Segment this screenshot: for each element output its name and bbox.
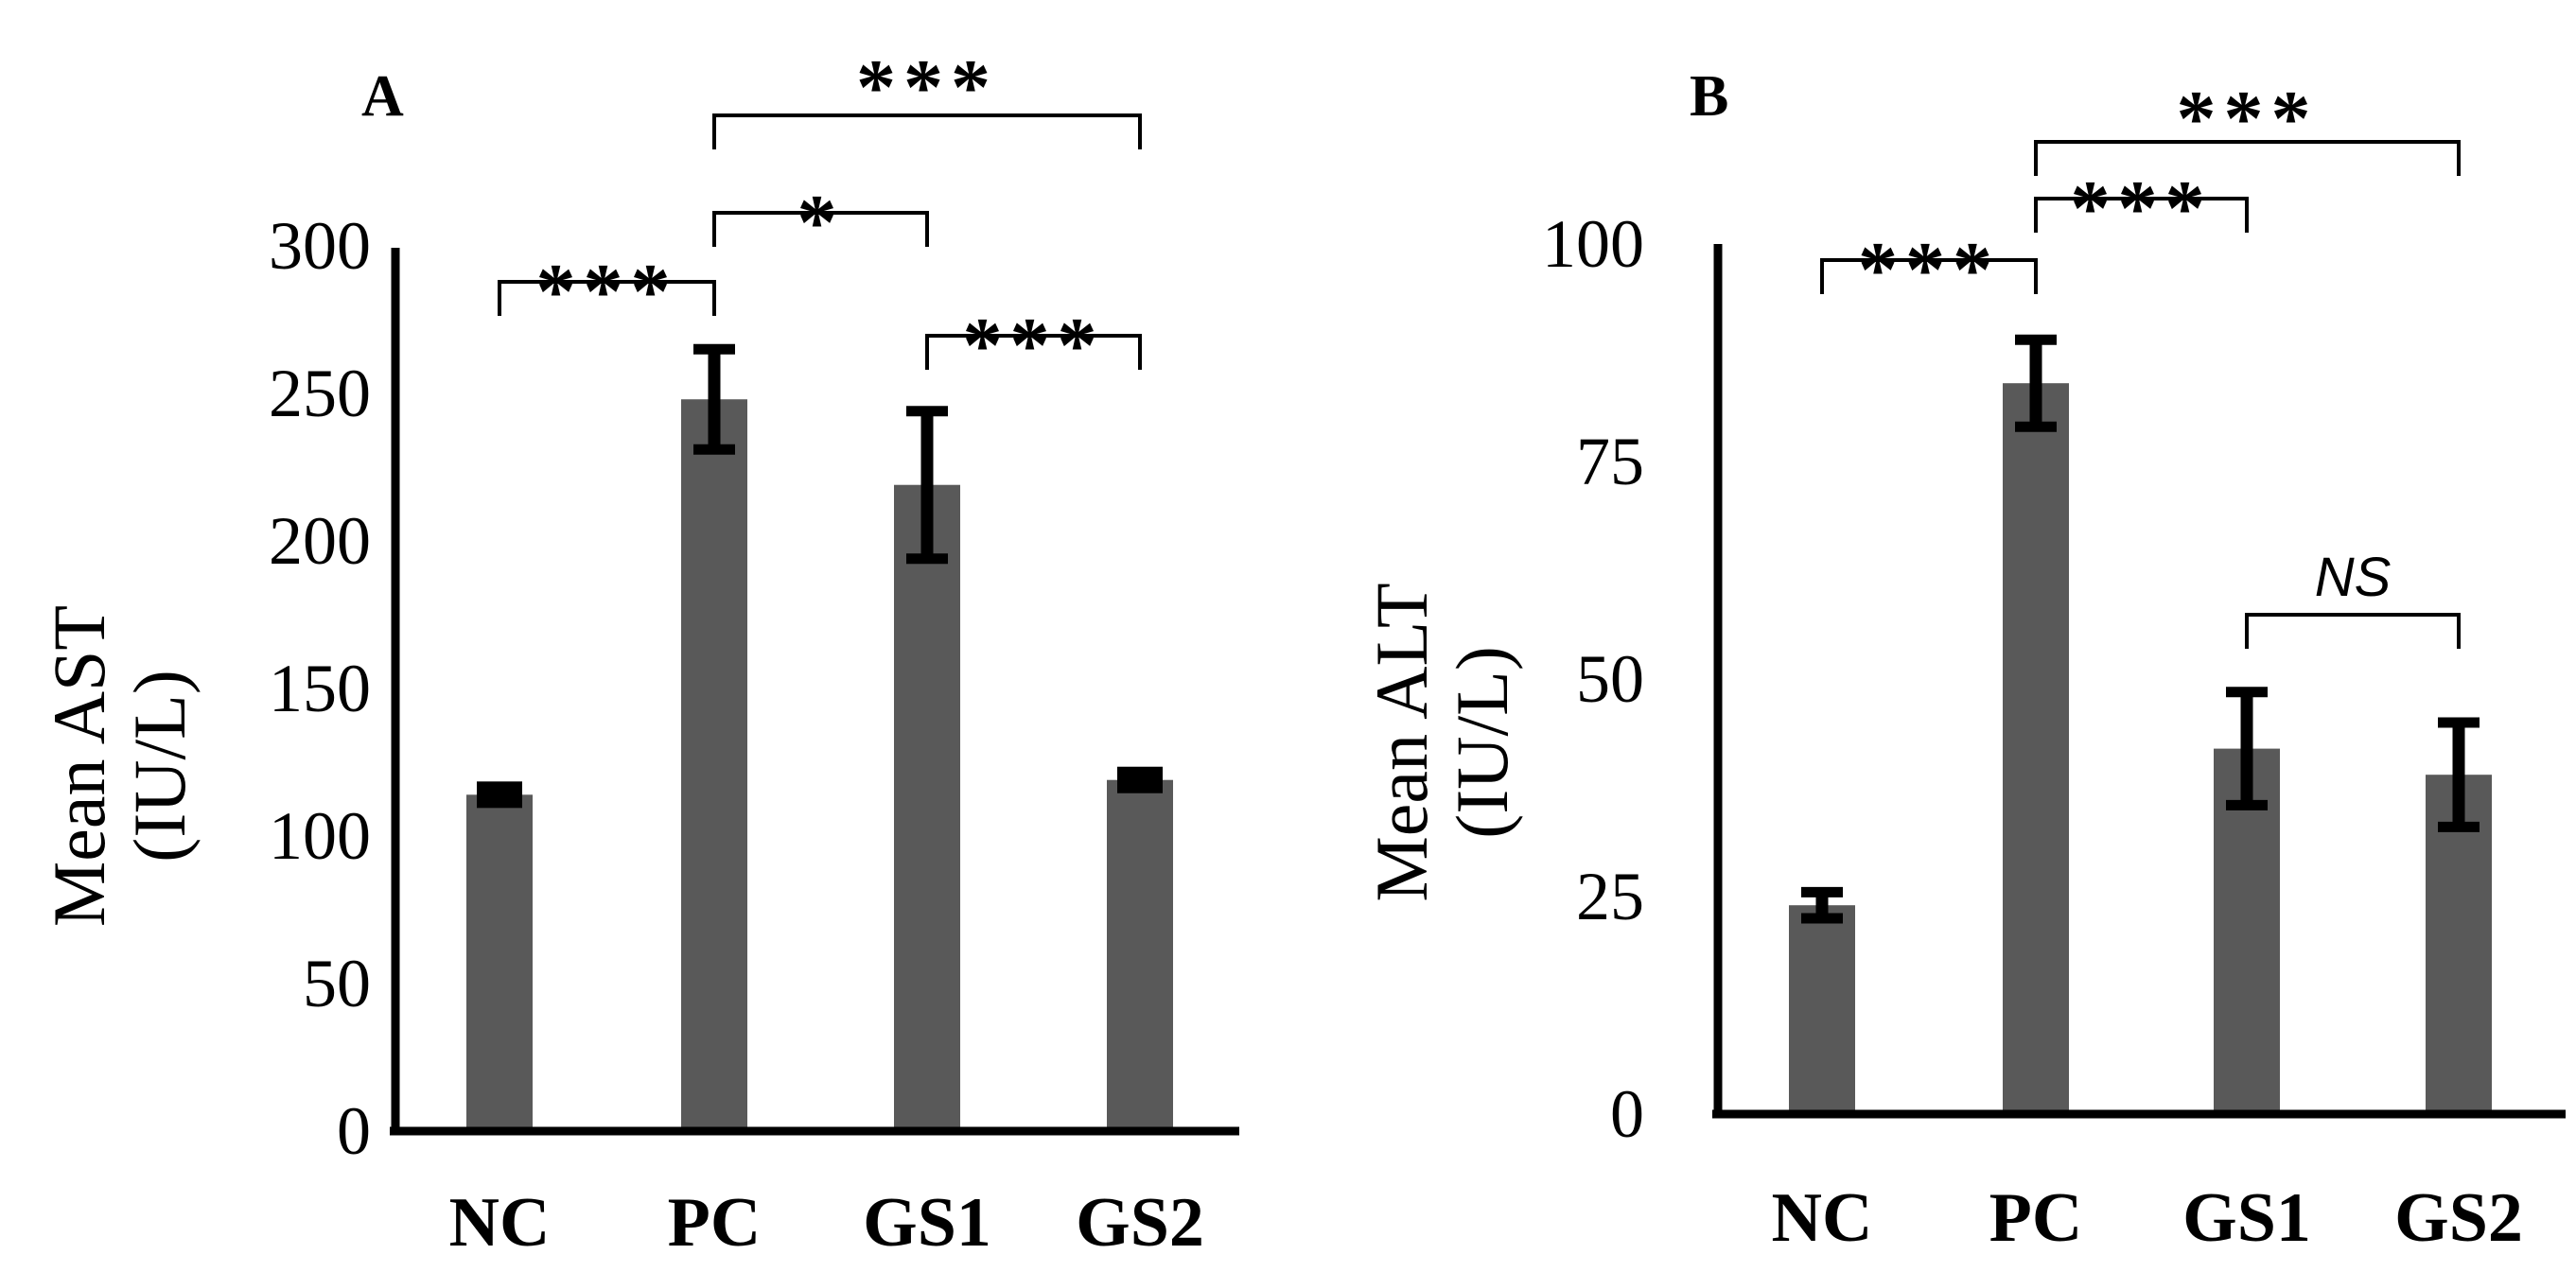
panel-a-comparison-bracket: *: [712, 179, 929, 267]
panel-a-bars: [466, 399, 1173, 1131]
panel-a-errorbar-nc: [477, 781, 522, 809]
panel-b-label: B: [1690, 64, 1728, 129]
panel-a-errorbars: [477, 343, 1163, 809]
panel-a-significance-label: *: [797, 179, 845, 267]
panel-b-category-gs1: GS1: [2182, 1179, 2311, 1257]
panel-a-label: A: [361, 64, 404, 129]
panel-a-bar-gs1: [894, 484, 960, 1131]
panel-b-ytick-label: 50: [1576, 641, 1644, 717]
panel-a-significance-label: ***: [963, 302, 1105, 390]
panel-a-bar-pc: [681, 399, 747, 1131]
panel-a-category-gs1: GS1: [863, 1184, 991, 1262]
panel-b-ytick-label: 0: [1610, 1076, 1644, 1152]
panel-a-errorbar-gs1: [906, 406, 948, 565]
panel-b-bar-pc: [2003, 383, 2069, 1114]
panel-b-comparison-bracket: ***: [2034, 75, 2461, 176]
panel-a-categories: NC PC GS1 GS2: [449, 1184, 1204, 1262]
panel-a-errorbar-pc: [693, 343, 735, 455]
panel-b-significance-label: NS: [2315, 547, 2392, 608]
panel-a-bar-gs2: [1107, 779, 1173, 1131]
panel-b-ytick-label: 75: [1576, 424, 1644, 499]
panel-b-yunit: (IU/L): [1441, 646, 1523, 839]
panel-a-errorbar-gs2: [1117, 766, 1163, 793]
panel-b-significance-label: ***: [2177, 75, 2319, 163]
panel-b-category-nc: NC: [1772, 1179, 1873, 1257]
panel-a-yunit: (IU/L): [118, 670, 201, 863]
panel-a-bar-nc: [466, 794, 533, 1131]
panel-b-errorbars: [1801, 334, 2480, 924]
panel-b-comparison-bracket: NS: [2245, 547, 2461, 649]
panel-b-comparison-bracket: ***: [2034, 165, 2249, 253]
panel-a-ytick-label: 50: [303, 946, 371, 1021]
panel-b-category-pc: PC: [1989, 1179, 2083, 1257]
panel-b-categories: NC PC GS1 GS2: [1772, 1179, 2523, 1257]
panel-b-significance-label: ***: [2071, 165, 2213, 253]
panel-a-ytick-label: 200: [269, 503, 371, 579]
panel-b-comparison-bracket: ***: [1820, 226, 2038, 314]
panel-a-significance-label: ***: [536, 248, 678, 336]
panel-a-ytick-label: 150: [269, 651, 371, 726]
panel-a-category-pc: PC: [668, 1184, 762, 1262]
panel-a-comparisons: **********: [498, 44, 1142, 390]
panel-a-category-gs2: GS2: [1076, 1184, 1204, 1262]
panel-b-ytick-label: 100: [1542, 206, 1644, 282]
panel-a-ylabel: Mean AST: [38, 605, 120, 927]
panel-b-yticks: 0 25 50 75 100: [1542, 206, 1644, 1152]
panel-b-comparisons: *********NS: [1820, 75, 2461, 649]
panel-b-ytick-label: 25: [1576, 859, 1644, 934]
panel-a-ytick-label: 100: [269, 798, 371, 874]
panel-a-comparison-bracket: ***: [925, 302, 1142, 390]
panel-b-category-gs2: GS2: [2394, 1179, 2523, 1257]
panel-b-errorbar-pc: [2015, 334, 2057, 432]
panel-a-category-nc: NC: [449, 1184, 551, 1262]
panel-b-errorbar-nc: [1801, 886, 1843, 924]
panel-b-errorbar-gs2: [2438, 717, 2480, 832]
panel-b-bars: [1789, 383, 2492, 1114]
panel-a-yticks: 0 50 100 150 200 250 300: [269, 208, 371, 1169]
panel-b-ylabel: Mean ALT: [1360, 583, 1443, 901]
panel-b-errorbar-gs1: [2226, 687, 2268, 810]
panel-a-comparison-bracket: ***: [498, 248, 716, 336]
panel-a-comparison-bracket: ***: [712, 44, 1142, 149]
panel-a-ytick-label: 250: [269, 356, 371, 431]
panel-b-bar-nc: [1789, 905, 1855, 1114]
panel-a-significance-label: ***: [856, 44, 998, 131]
panel-a-ytick-label: 0: [337, 1093, 371, 1169]
panel-a-ytick-label: 300: [269, 208, 371, 284]
panel-b-significance-label: ***: [1858, 226, 2000, 314]
